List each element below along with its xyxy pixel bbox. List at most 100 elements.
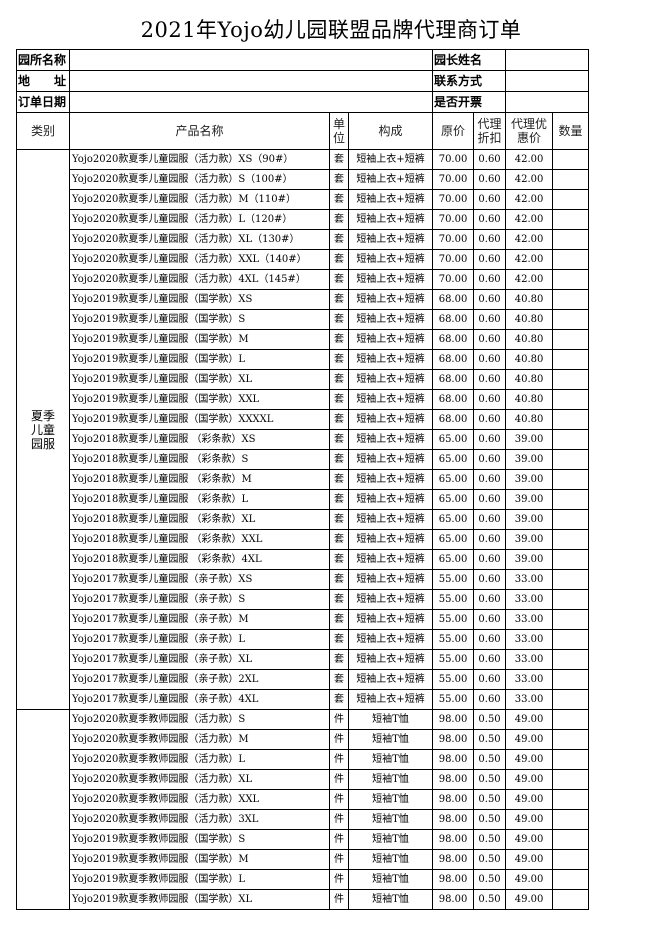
product-name: Yojo2019款夏季儿童园服（国学款）S [69,309,330,330]
cell: 短袖上衣+短裤 [347,169,434,190]
cell: 套 [329,309,349,330]
cell: 短袖T恤 [347,809,434,830]
cell: 55.00 [432,609,475,630]
item-row: Yojo2017款夏季儿童园服（亲子款）M 套短袖上衣+短裤 55.00 0.60 33… [17,609,590,630]
cell: 短袖上衣+短裤 [347,289,434,310]
cell: 0.50 [473,869,507,890]
cell: 68.00 [432,369,475,390]
cell: 42.00 [505,149,554,170]
cell: 套 [329,589,349,610]
cell: 短袖上衣+短裤 [347,269,434,290]
cell: 短袖T恤 [347,869,434,890]
product-name: Yojo2019款夏季儿童园服（国学款）XXXXL [69,409,330,430]
cell: 套 [329,229,349,250]
info-field [68,49,434,71]
product-name: Yojo2017款夏季儿童园服（亲子款）XL [69,649,330,670]
item-row: Yojo2020款夏季儿童园服（活力款）4XL（145#）套短袖上衣+短裤 70.… [17,269,590,290]
info-row: 园所名称 园长姓名 [16,49,590,71]
item-row: Yojo2019款夏季儿童园服（国学款）XXL 套短袖上衣+短裤 68.00 0.60… [17,389,590,410]
product-name: Yojo2020款夏季儿童园服（活力款）S（100#） [69,169,330,190]
info-field [505,70,590,92]
quantity-cell [552,509,590,530]
cell: 0.60 [473,189,507,210]
quantity-cell [552,589,590,610]
quantity-cell [552,469,590,490]
quantity-cell [552,869,590,890]
item-row: Yojo2017款夏季儿童园服（亲子款）2XL 套短袖上衣+短裤 55.00 0.60… [17,669,590,690]
cell: 短袖T恤 [347,769,434,790]
cell: 套 [329,609,349,630]
cell: 0.50 [473,889,507,910]
item-row: Yojo2018款夏季儿童园服 （彩条款）S 套短袖上衣+短裤 65.00 0.60 3… [17,449,590,470]
cell: 98.00 [432,849,475,870]
order-table: 园所名称 园长姓名地 址 联系方式 订单日期 是否开票 类别 产品名称 单位 构成 原价 代理折扣代… [16,49,590,910]
cell: 40.80 [505,409,554,430]
cell: 短袖上衣+短裤 [347,629,434,650]
quantity-cell [552,709,590,730]
cell: 0.60 [473,669,507,690]
info-label: 是否开票 [432,91,507,113]
cell: 套 [329,429,349,450]
quantity-cell [552,829,590,850]
product-name: Yojo2020款夏季儿童园服（活力款）XL（130#） [69,229,330,250]
item-row: Yojo2020款夏季教师园服（活力款）XXL 件短袖T恤 98.00 0.50 49.… [17,789,590,810]
cell: 0.60 [473,609,507,630]
cell: 短袖上衣+短裤 [347,349,434,370]
cell: 套 [329,449,349,470]
cell: 0.60 [473,569,507,590]
cell: 件 [329,829,349,850]
item-row: Yojo2020款夏季教师园服（活力款）M 件短袖T恤 98.00 0.50 49.00 [17,729,590,750]
cell: 短袖上衣+短裤 [347,309,434,330]
quantity-cell [552,329,590,350]
column-header: 单位 [329,112,349,150]
quantity-cell [552,749,590,770]
item-row: Yojo2019款夏季儿童园服（国学款）XS 套短袖上衣+短裤 68.00 0.60 4… [17,289,590,310]
cell: 98.00 [432,729,475,750]
quantity-cell [552,529,590,550]
cell: 短袖上衣+短裤 [347,209,434,230]
info-row: 地 址 联系方式 [16,70,590,92]
cell: 短袖T恤 [347,729,434,750]
quantity-cell [552,809,590,830]
quantity-cell [552,389,590,410]
cell: 70.00 [432,149,475,170]
cell: 短袖上衣+短裤 [347,589,434,610]
cell: 98.00 [432,749,475,770]
info-label: 园所名称 [16,49,70,71]
cell: 33.00 [505,669,554,690]
info-label: 园长姓名 [432,49,507,71]
cell: 0.60 [473,509,507,530]
cell: 0.60 [473,489,507,510]
cell: 40.80 [505,369,554,390]
cell: 98.00 [432,709,475,730]
cell: 短袖上衣+短裤 [347,409,434,430]
cell: 套 [329,689,349,710]
item-row: Yojo2020款夏季教师园服（活力款）S 件短袖T恤 98.00 0.50 49.00 [16,709,590,910]
cell: 98.00 [432,889,475,910]
cell: 0.60 [473,389,507,410]
cell: 33.00 [505,589,554,610]
product-name: Yojo2017款夏季儿童园服（亲子款）2XL [69,669,330,690]
cell: 39.00 [505,529,554,550]
cell: 65.00 [432,529,475,550]
cell: 68.00 [432,289,475,310]
cell: 件 [329,809,349,830]
cell: 68.00 [432,309,475,330]
cell: 套 [329,169,349,190]
cell: 55.00 [432,669,475,690]
quantity-cell [552,229,590,250]
column-header: 代理优惠价 [505,112,554,150]
quantity-cell [552,549,590,570]
item-row: Yojo2018款夏季儿童园服 （彩条款）XXL 套短袖上衣+短裤 65.00 0.6… [17,529,590,550]
cell: 套 [329,189,349,210]
cell: 70.00 [432,169,475,190]
cell: 套 [329,489,349,510]
cell: 短袖上衣+短裤 [347,649,434,670]
column-header: 数量 [552,112,590,150]
cell: 套 [329,469,349,490]
cell: 0.60 [473,649,507,670]
cell: 短袖T恤 [347,849,434,870]
product-name: Yojo2019款夏季教师园服（国学款）L [69,869,330,890]
cell: 55.00 [432,589,475,610]
product-name: Yojo2019款夏季儿童园服（国学款）XS [69,289,330,310]
